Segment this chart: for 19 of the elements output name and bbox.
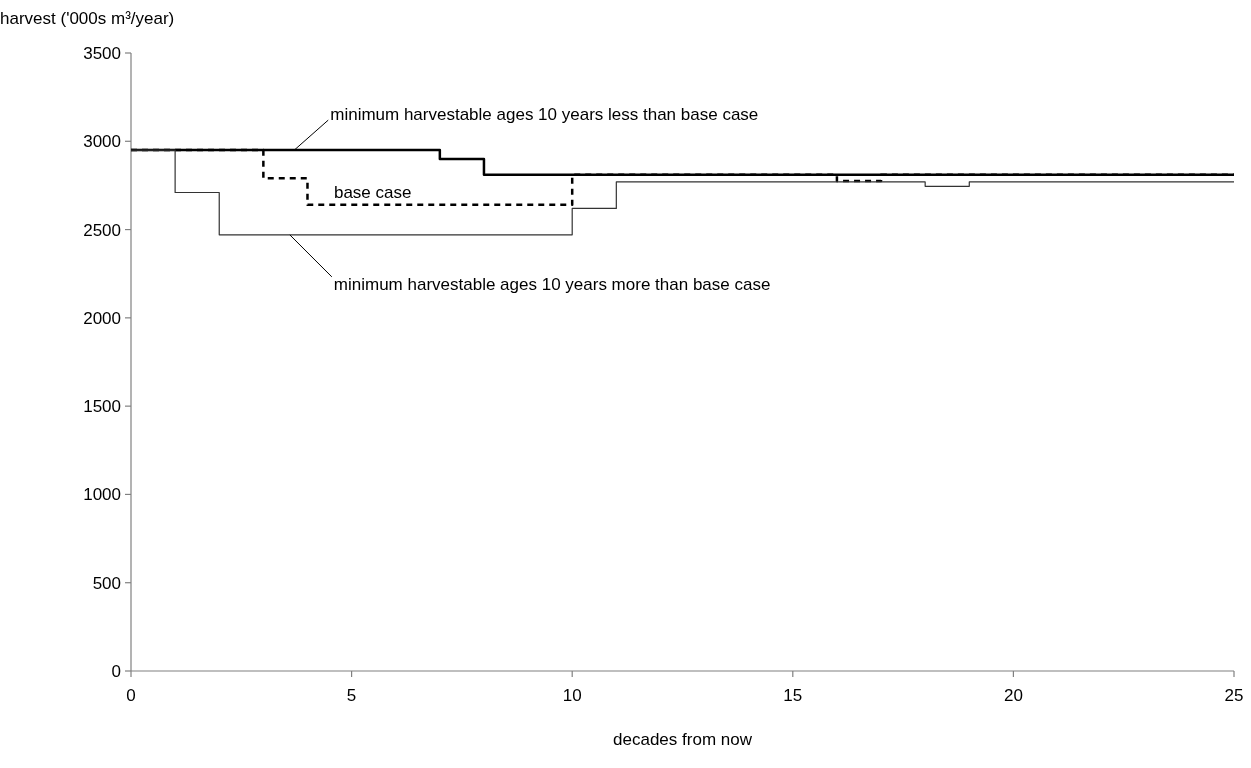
annotation: minimum harvestable ages 10 years more than base case (333, 274, 771, 294)
x-tick-label: 25 (1224, 686, 1244, 705)
x-tick-label: 20 (1003, 686, 1023, 705)
x-tick-label: 0 (126, 686, 136, 705)
y-tick-label: 0 (111, 661, 121, 681)
y-axis-title: harvest ('000s m³/year) (0, 9, 175, 28)
y-tick-label: 3000 (83, 132, 121, 152)
x-tick-label: 10 (562, 686, 582, 705)
y-tick-label: 3500 (83, 43, 121, 63)
x-tick-label: 5 (346, 686, 357, 705)
y-tick-label: 2000 (83, 308, 121, 328)
annotation: base case (333, 182, 412, 202)
y-tick-label: 1500 (83, 397, 121, 417)
x-axis-title: decades from now (613, 730, 753, 749)
y-tick-label: 500 (92, 573, 121, 593)
y-tick-label: 1000 (83, 485, 121, 505)
x-tick-label: 15 (783, 686, 803, 705)
y-tick-label: 2500 (83, 220, 121, 240)
annotation: minimum harvestable ages 10 years less than base case (330, 105, 759, 125)
